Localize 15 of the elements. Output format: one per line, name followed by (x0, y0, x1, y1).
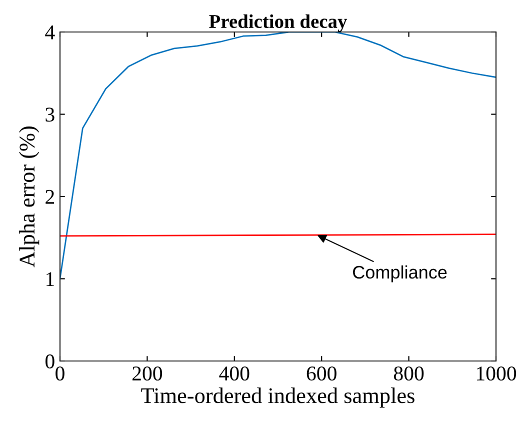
x-tick-label: 600 (306, 366, 336, 381)
y-tick-label: 3 (46, 108, 54, 122)
y-tick-label: 2 (46, 190, 54, 204)
y-tick-label: 4 (45, 26, 55, 40)
annotation: Compliance (353, 265, 447, 282)
y-tick-label: 0 (46, 354, 54, 368)
chart-title: Prediction decay (209, 14, 348, 32)
y-tick-label: 1 (46, 272, 54, 286)
x-tick-label: 400 (219, 366, 250, 381)
x-tick-label: 1000 (477, 366, 516, 381)
x-tick-label: 200 (132, 366, 162, 381)
y-axis-title: Alpha error (%) (19, 126, 40, 268)
x-tick-label: 800 (394, 366, 424, 381)
x-tick-label: 0 (56, 366, 64, 381)
x-axis-title: Time-ordered indexed samples (141, 388, 414, 408)
